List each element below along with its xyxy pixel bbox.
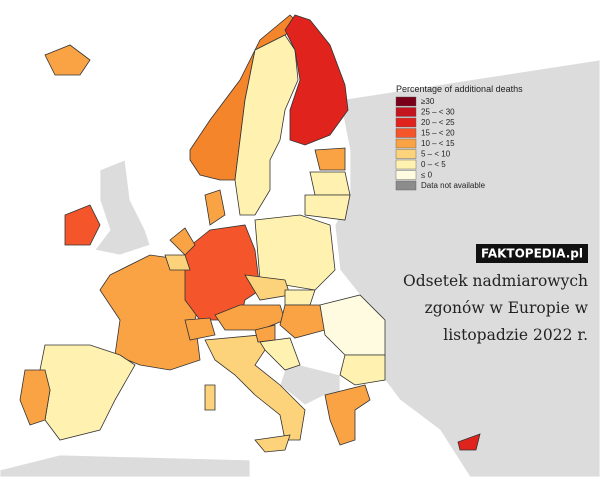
legend-label: Data not available — [421, 181, 486, 190]
legend-swatch — [395, 180, 417, 191]
legend-label: 0 – < 5 — [421, 160, 446, 169]
legend-swatch — [395, 159, 417, 170]
caption-line: zgonów w Europie w — [425, 299, 589, 317]
legend-label: 15 – < 20 — [421, 129, 455, 138]
legend-label: 20 – < 25 — [421, 118, 455, 127]
caption-line: listopadzie 2022 r. — [443, 326, 588, 344]
legend-swatch — [395, 149, 417, 159]
legend: Percentage of additional deaths ≥30 25 – … — [395, 84, 523, 191]
legend-title: Percentage of additional deaths — [396, 84, 523, 94]
countries — [19, 14, 481, 453]
watermark: FAKTOPEDIA.pl — [481, 247, 583, 261]
legend-swatch — [395, 107, 417, 117]
legend-swatch — [395, 128, 417, 138]
legend-label: 25 – < 30 — [421, 108, 455, 117]
legend-label: ≥30 — [421, 97, 435, 106]
legend-swatch — [395, 117, 417, 128]
legend-swatch — [395, 96, 417, 107]
caption-line: Odsetek nadmiarowych — [403, 272, 588, 290]
legend-label: ≤ 0 — [421, 171, 433, 180]
legend-label: 5 – < 10 — [421, 150, 451, 159]
legend-swatch — [395, 170, 417, 180]
legend-label: 10 – < 15 — [421, 139, 455, 148]
caption: Odsetek nadmiarowych zgonów w Europie w li… — [403, 272, 589, 344]
legend-swatch — [395, 138, 417, 149]
watermark-box — [476, 244, 588, 263]
